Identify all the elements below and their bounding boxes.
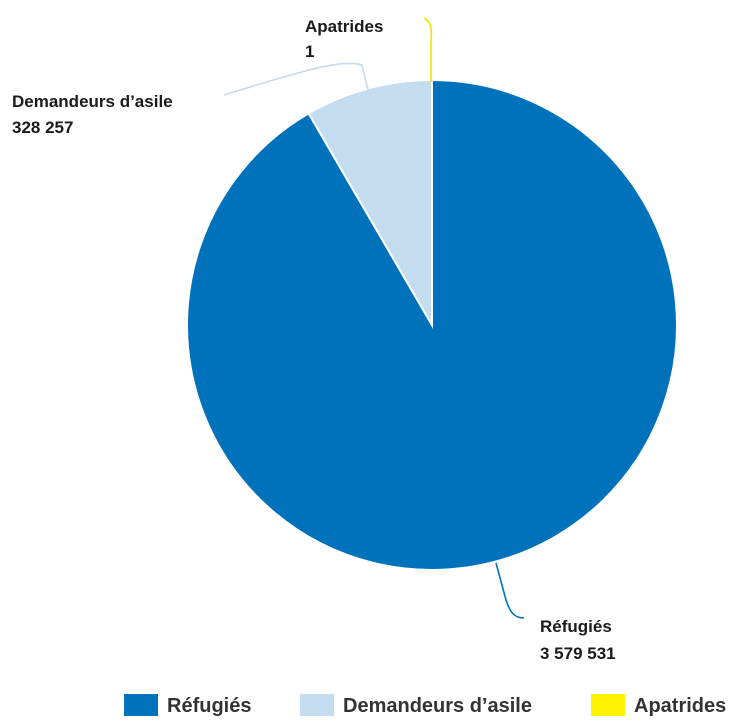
legend-label-demandeurs: Demandeurs d’asile	[343, 695, 532, 717]
legend-label-refugies: Réfugiés	[167, 695, 251, 717]
legend-swatch-apatrides	[591, 694, 625, 716]
slice-label-value-refugies: 3 579 531	[540, 644, 616, 663]
slice-label-name-apatrides: Apatrides	[305, 17, 383, 36]
callout-line-refugies	[496, 563, 524, 618]
slice-label-value-apatrides: 1	[305, 42, 314, 61]
slice-label-name-refugies: Réfugiés	[540, 617, 612, 636]
pie-slices	[187, 80, 677, 570]
callout-line-apatrides	[424, 18, 431, 82]
legend-label-apatrides: Apatrides	[634, 695, 726, 717]
slice-label-name-demandeurs: Demandeurs d’asile	[12, 92, 173, 111]
legend-swatch-demandeurs	[300, 694, 334, 716]
callout-line-demandeurs	[224, 63, 368, 95]
legend: Réfugiés Demandeurs d’asile Apatrides	[124, 694, 726, 717]
slice-label-value-demandeurs: 328 257	[12, 118, 73, 137]
legend-swatch-refugies	[124, 694, 158, 716]
